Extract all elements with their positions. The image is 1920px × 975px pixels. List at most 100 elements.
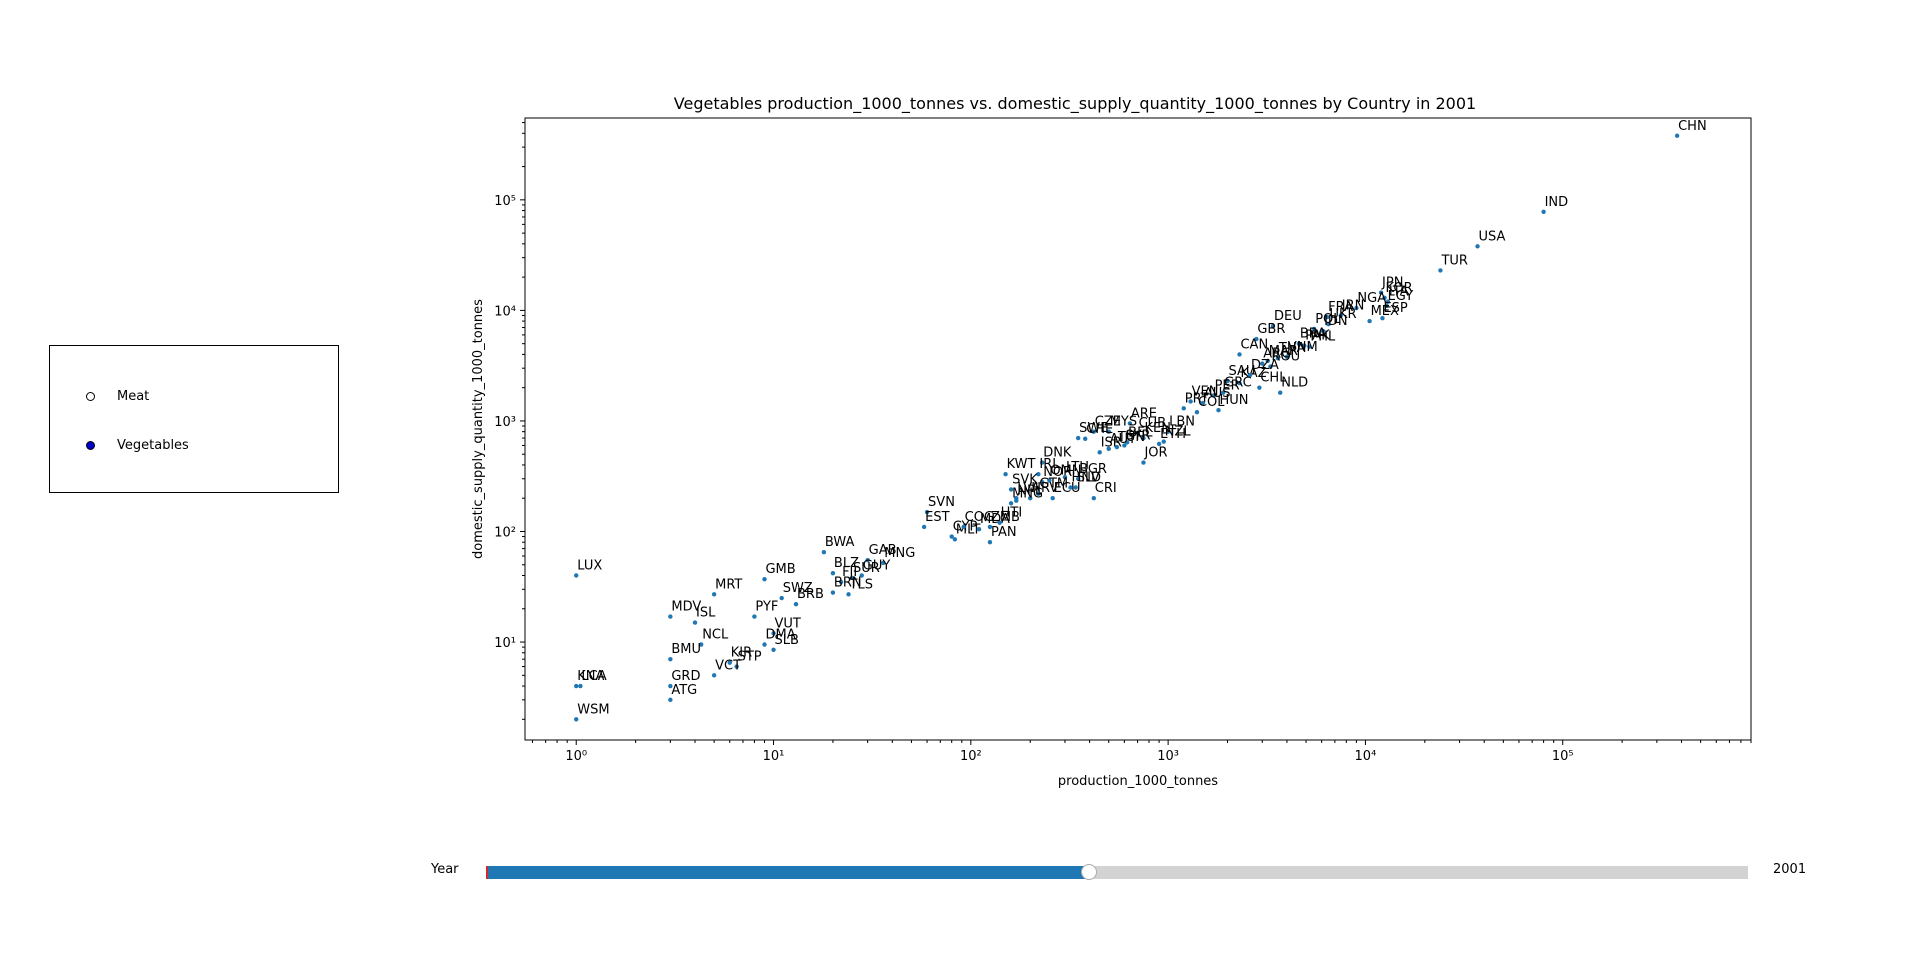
- point-label: KIR: [731, 646, 752, 661]
- point-label: SVK: [1012, 472, 1038, 487]
- legend: Meat Vegetables: [49, 345, 339, 493]
- year-slider[interactable]: [486, 864, 1748, 880]
- point-label: ETH: [1160, 427, 1186, 442]
- point-label: PAK: [1305, 329, 1330, 344]
- point-label: VCT: [715, 658, 741, 673]
- point-label: HUN: [1219, 393, 1248, 408]
- y-axis-label: domestic_supply_quantity_1000_tonnes: [471, 299, 486, 559]
- data-point: [1124, 440, 1130, 445]
- data-point: [668, 683, 673, 689]
- point-label: TUN: [1117, 430, 1145, 445]
- point-label: SVN: [928, 495, 955, 510]
- data-point: [1050, 496, 1055, 501]
- data-point: [771, 631, 776, 636]
- point-label: PER: [1215, 378, 1240, 393]
- data-point: [1062, 474, 1068, 480]
- point-label: SLV: [1077, 471, 1100, 486]
- point-label: MNG: [884, 546, 915, 561]
- data-point: [976, 526, 982, 532]
- data-point: [1091, 496, 1096, 501]
- point-label: SYR: [1125, 428, 1150, 443]
- point-label: GTM: [1039, 477, 1068, 492]
- data-point: [1320, 328, 1326, 334]
- y-tick-label: 10⁴: [494, 304, 516, 319]
- point-label: ITA: [1389, 285, 1409, 300]
- point-label: HTI: [1001, 506, 1023, 521]
- data-point: [752, 614, 757, 619]
- point-label: GBR: [1257, 322, 1285, 337]
- data-point: [1220, 390, 1226, 395]
- x-tick-label: 10⁵: [1552, 749, 1574, 764]
- legend-item-vegetables[interactable]: Vegetables: [86, 435, 189, 455]
- data-point: [793, 601, 799, 607]
- data-point: [1008, 501, 1014, 506]
- point-label: BWA: [825, 535, 855, 550]
- data-point: [997, 520, 1002, 525]
- data-point: [1268, 364, 1273, 369]
- point-label: FJI: [842, 565, 857, 580]
- data-point: [830, 590, 836, 595]
- point-label: KAZ: [1240, 366, 1266, 381]
- point-label: SWZ: [783, 581, 813, 596]
- data-point: [574, 717, 579, 722]
- point-label: CAN: [1240, 337, 1268, 352]
- data-point: [949, 534, 954, 539]
- data-point: [1270, 323, 1276, 329]
- legend-item-meat[interactable]: Meat: [86, 386, 149, 406]
- data-point: [846, 592, 851, 597]
- point-label: WSM: [577, 702, 609, 717]
- point-label: BRN: [834, 576, 862, 591]
- data-point: [1237, 352, 1242, 357]
- data-point: [821, 549, 827, 555]
- data-point: [1165, 429, 1171, 434]
- point-label: LVA: [1017, 481, 1040, 496]
- data-point: [1338, 313, 1343, 318]
- data-point: [1075, 476, 1081, 481]
- data-point: [1200, 400, 1206, 406]
- point-label: ESP: [1383, 301, 1407, 316]
- point-label: PHL: [1310, 330, 1336, 345]
- point-label: KOR: [1386, 281, 1413, 296]
- plot-area: [524, 117, 1752, 741]
- point-label: GRD: [671, 669, 700, 684]
- point-label: AUS: [1204, 386, 1231, 401]
- point-label: LTU: [1066, 460, 1089, 475]
- point-label: JOR: [1143, 446, 1167, 461]
- data-point: [1028, 496, 1033, 501]
- point-label: FRA: [1328, 300, 1353, 315]
- point-label: ISR: [1101, 435, 1122, 450]
- point-label: MYS: [1110, 415, 1137, 430]
- data-point: [578, 683, 583, 689]
- point-label: MDA: [980, 512, 1010, 527]
- point-label: UKR: [1330, 307, 1357, 322]
- data-point: [1091, 429, 1096, 434]
- year-slider-handle[interactable]: [1081, 864, 1098, 880]
- data-point: [727, 660, 732, 665]
- x-axis-ticks: 10⁰ 10¹ 10² 10³ 10⁴ 10⁵: [531, 740, 1752, 764]
- x-tick-label: 10³: [1157, 749, 1179, 764]
- data-point: [1003, 471, 1008, 477]
- point-label: VNM: [1288, 340, 1318, 355]
- point-label: ATG: [671, 683, 697, 698]
- data-point: [1367, 318, 1372, 324]
- point-label: KEN: [1144, 421, 1170, 436]
- data-point: [1141, 435, 1146, 441]
- data-point: [1541, 209, 1546, 214]
- data-point: [865, 557, 870, 563]
- point-label: COG: [965, 510, 994, 525]
- data-point: [1047, 478, 1052, 483]
- y-tick-label: 10³: [494, 415, 516, 430]
- data-point: [1216, 408, 1221, 413]
- point-label: LUX: [577, 558, 602, 573]
- data-point: [1075, 435, 1081, 441]
- point-label: KWT: [1007, 457, 1036, 472]
- legend-label-meat: Meat: [117, 388, 150, 404]
- data-point: [1380, 315, 1385, 321]
- data-point: [1254, 336, 1259, 342]
- data-point: [1106, 429, 1111, 434]
- point-label: KNA: [577, 669, 604, 684]
- point-label: BLZ: [834, 556, 859, 571]
- point-label: PYF: [755, 600, 778, 615]
- data-point: [1073, 485, 1078, 490]
- point-label: IRN: [1342, 298, 1365, 313]
